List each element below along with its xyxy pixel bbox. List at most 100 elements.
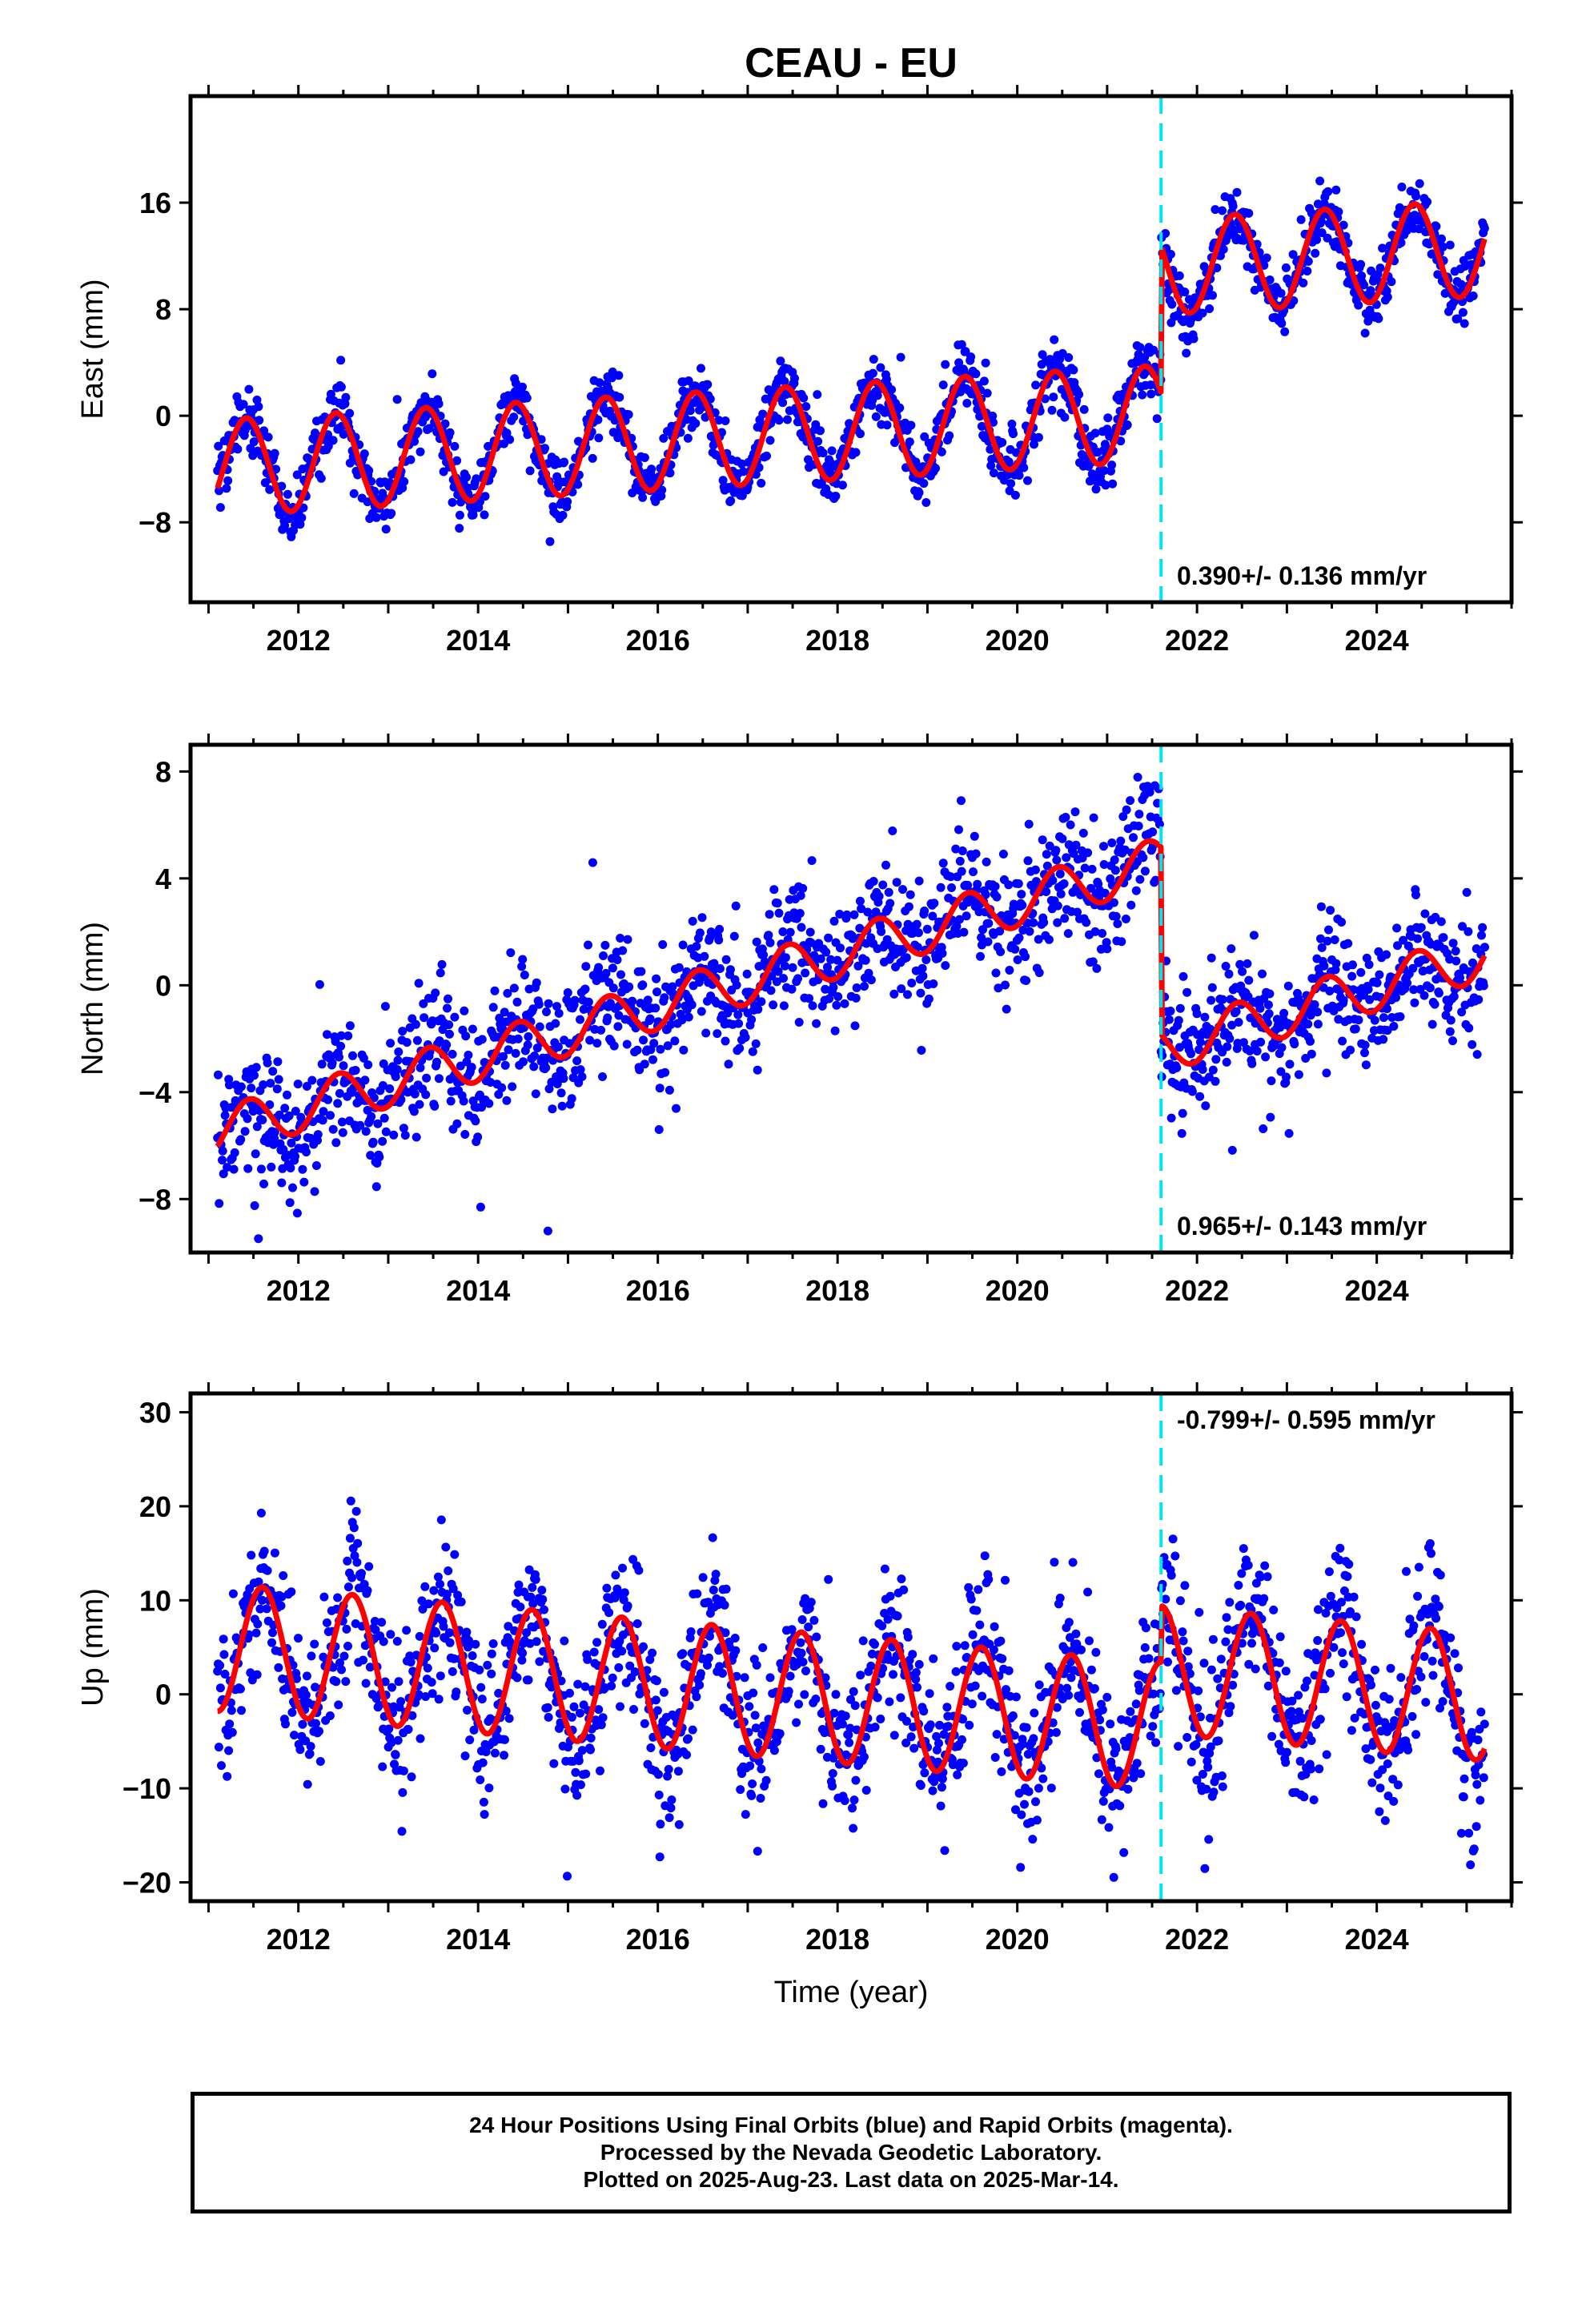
- data-point: [331, 1138, 341, 1148]
- data-point: [378, 1136, 387, 1146]
- data-point: [909, 1743, 919, 1753]
- data-point: [995, 927, 1005, 936]
- data-point: [940, 1846, 950, 1856]
- data-point: [931, 464, 940, 473]
- data-point: [1478, 923, 1488, 932]
- data-point: [1361, 1060, 1371, 1070]
- data-point: [538, 1594, 548, 1604]
- data-point: [326, 1111, 335, 1120]
- data-point: [1437, 234, 1446, 243]
- data-point: [992, 1730, 1002, 1739]
- data-point: [392, 1065, 402, 1074]
- data-point: [938, 1774, 947, 1783]
- data-point: [391, 1750, 400, 1759]
- data-point: [899, 1585, 909, 1594]
- data-point: [953, 1770, 962, 1779]
- data-point: [1037, 1763, 1046, 1773]
- data-point: [654, 1790, 664, 1799]
- x-tick-label: 2016: [626, 1274, 690, 1307]
- data-point: [1018, 900, 1027, 910]
- data-point: [468, 1024, 477, 1034]
- data-point: [703, 1660, 712, 1670]
- data-point: [849, 1687, 858, 1696]
- y-tick-label: −4: [139, 1076, 171, 1109]
- data-point: [504, 1714, 514, 1723]
- data-point: [736, 1785, 745, 1795]
- data-point: [1209, 1787, 1219, 1797]
- data-point: [709, 440, 718, 450]
- data-point: [398, 1787, 408, 1797]
- data-point: [1103, 413, 1113, 423]
- data-point: [1135, 343, 1145, 352]
- data-point: [982, 388, 992, 398]
- data-point: [592, 1638, 602, 1647]
- data-point: [792, 1718, 801, 1727]
- data-point: [951, 1667, 961, 1676]
- data-point: [576, 1780, 585, 1790]
- data-point: [845, 1738, 854, 1747]
- data-point: [1122, 805, 1131, 814]
- data-point: [400, 1131, 410, 1140]
- data-point: [976, 951, 985, 961]
- data-point: [1082, 918, 1091, 927]
- data-point: [381, 525, 391, 534]
- data-point: [379, 1113, 389, 1123]
- data-point: [1060, 412, 1070, 422]
- data-point: [252, 1670, 262, 1679]
- data-point: [218, 1156, 227, 1165]
- data-point: [632, 1619, 642, 1628]
- data-point: [247, 1550, 256, 1560]
- data-point: [941, 961, 950, 971]
- data-point: [1009, 429, 1018, 439]
- data-point: [445, 428, 455, 437]
- data-point: [1334, 207, 1343, 216]
- data-point: [363, 1586, 372, 1595]
- data-point: [236, 1135, 246, 1144]
- data-point: [433, 1572, 443, 1582]
- data-point: [1010, 944, 1020, 954]
- data-point: [347, 1573, 356, 1582]
- data-point: [1214, 1736, 1223, 1746]
- data-point: [580, 984, 590, 994]
- data-point: [1129, 1773, 1138, 1783]
- data-point: [359, 449, 369, 459]
- data-point: [270, 1548, 279, 1558]
- data-point: [1138, 853, 1148, 862]
- data-point: [1166, 1007, 1175, 1015]
- data-point: [640, 1059, 649, 1069]
- data-point: [223, 1771, 232, 1781]
- data-point: [1258, 969, 1267, 979]
- data-point: [543, 1703, 552, 1712]
- data-point: [947, 883, 956, 892]
- data-point: [573, 1679, 583, 1689]
- data-point: [1392, 923, 1402, 933]
- data-point: [1323, 187, 1333, 196]
- data-point: [996, 947, 1006, 956]
- data-point: [833, 992, 843, 1001]
- data-point: [416, 447, 425, 456]
- data-point: [645, 1655, 655, 1664]
- data-point: [1195, 1045, 1204, 1055]
- model-fit-line: [215, 201, 1488, 515]
- data-point: [227, 1706, 236, 1715]
- data-point: [938, 858, 948, 868]
- data-point: [1198, 1770, 1207, 1779]
- data-point: [935, 1720, 944, 1730]
- data-point: [1121, 915, 1130, 923]
- data-point: [928, 1786, 938, 1795]
- data-point: [1023, 1750, 1033, 1759]
- data-point: [1094, 1769, 1103, 1779]
- y-tick-label: −8: [139, 1183, 171, 1216]
- data-point: [1211, 205, 1220, 215]
- data-point: [959, 927, 969, 937]
- data-point: [512, 997, 522, 1007]
- data-point: [430, 1643, 440, 1653]
- data-point: [323, 1095, 333, 1104]
- data-point: [1154, 819, 1164, 829]
- data-point: [1411, 891, 1420, 899]
- data-point: [223, 1163, 232, 1172]
- data-point: [713, 1029, 722, 1039]
- data-point: [772, 977, 781, 987]
- data-point: [235, 1684, 245, 1694]
- data-point: [901, 1738, 911, 1747]
